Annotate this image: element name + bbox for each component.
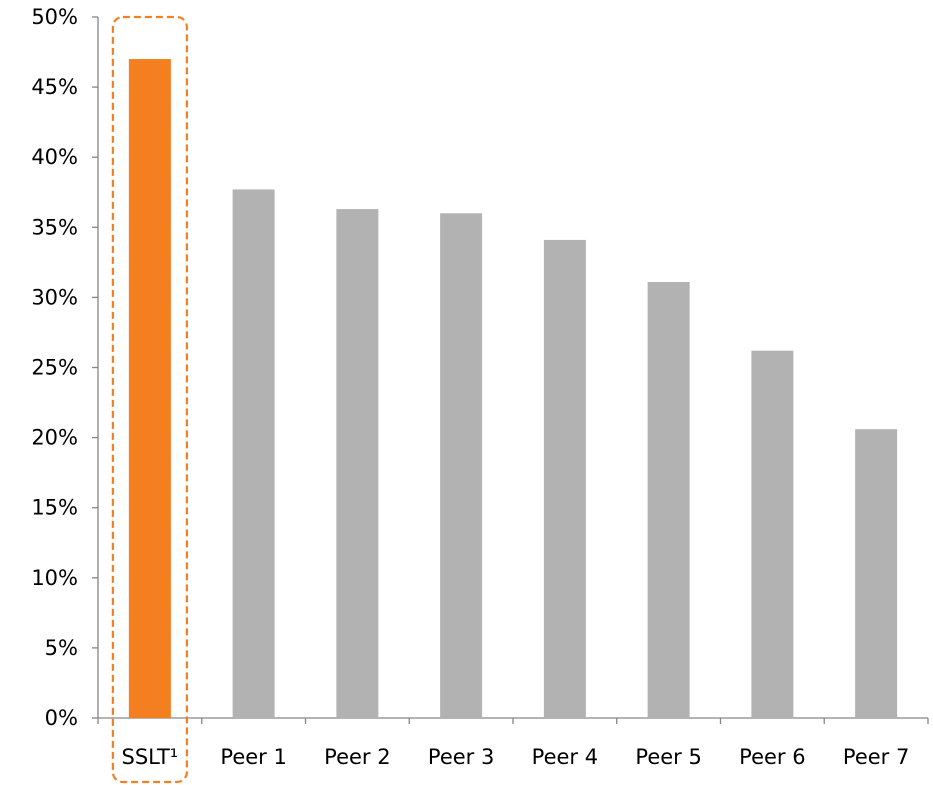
x-category-label: Peer 7 [843,745,909,769]
bar [440,213,483,718]
y-tick-label: 25% [31,356,78,380]
y-tick-label: 15% [31,496,78,520]
x-category-label: SSLT¹ [122,745,179,769]
y-tick-label: 35% [31,215,78,239]
y-tick-label: 0% [45,706,78,730]
x-category-label: Peer 5 [635,745,701,769]
bar [751,350,794,718]
x-category-label: Peer 3 [428,745,494,769]
y-tick-label: 50% [31,5,78,29]
y-tick-label: 5% [45,636,78,660]
bar [336,209,379,718]
bar [543,239,586,718]
y-tick-label: 40% [31,145,78,169]
bar [232,189,275,719]
bar-highlighted [128,59,171,719]
x-category-label: Peer 2 [324,745,390,769]
y-tick-label: 45% [31,75,78,99]
x-category-label: Peer 6 [739,745,805,769]
x-category-label: Peer 4 [532,745,598,769]
highlight-box-group [111,15,188,784]
y-tick-label: 30% [31,285,78,309]
y-tick-label: 20% [31,426,78,450]
y-axis: 0% 5% 10% 15% 20% 25% 30% 35% 40% 45% 50% [31,5,99,730]
bars [128,59,898,719]
bar [855,429,898,718]
y-tick-label: 10% [31,566,78,590]
highlight-box [111,15,188,784]
bar [647,281,690,718]
x-category-label: Peer 1 [220,745,286,769]
x-axis: SSLT¹ Peer 1 Peer 2 Peer 3 Peer 4 Peer 5 Peer … [97,717,929,769]
